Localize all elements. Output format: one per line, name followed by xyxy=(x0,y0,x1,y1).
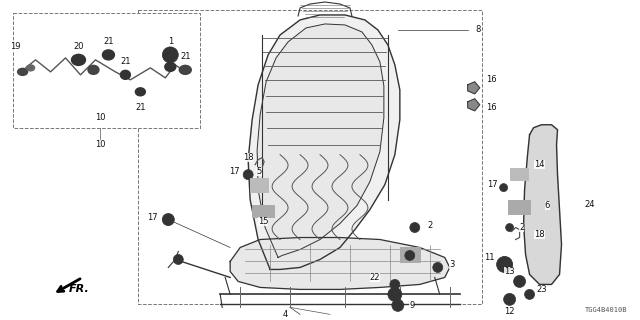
Bar xyxy=(250,178,268,192)
Circle shape xyxy=(243,170,253,180)
Circle shape xyxy=(166,51,174,59)
Circle shape xyxy=(388,287,402,301)
Text: 5: 5 xyxy=(257,167,262,176)
Circle shape xyxy=(163,47,179,63)
Bar xyxy=(13,13,200,128)
Ellipse shape xyxy=(120,70,131,79)
Circle shape xyxy=(504,293,516,305)
Text: 22: 22 xyxy=(370,273,380,282)
Bar xyxy=(138,10,482,304)
Ellipse shape xyxy=(88,65,99,74)
Circle shape xyxy=(516,278,523,284)
Text: 21: 21 xyxy=(120,57,131,66)
Text: 18: 18 xyxy=(534,230,545,239)
Text: 9: 9 xyxy=(409,301,415,310)
Text: 16: 16 xyxy=(486,75,497,84)
Text: 4: 4 xyxy=(282,310,288,319)
Text: 21: 21 xyxy=(180,52,191,61)
Text: 10: 10 xyxy=(95,140,106,149)
Text: 17: 17 xyxy=(487,180,498,189)
Text: 6: 6 xyxy=(545,201,550,210)
Circle shape xyxy=(506,224,514,232)
Ellipse shape xyxy=(27,65,35,71)
Text: FR.: FR. xyxy=(68,284,89,294)
Text: 19: 19 xyxy=(10,43,21,52)
Polygon shape xyxy=(524,125,561,284)
Polygon shape xyxy=(248,15,400,269)
Polygon shape xyxy=(468,99,479,111)
Text: 20: 20 xyxy=(73,43,84,52)
Text: 17: 17 xyxy=(229,167,239,176)
Polygon shape xyxy=(230,237,450,289)
Text: TGG4B4010B: TGG4B4010B xyxy=(585,308,627,313)
Circle shape xyxy=(173,254,183,264)
Bar xyxy=(400,247,420,262)
Text: 8: 8 xyxy=(475,25,481,35)
Text: 1: 1 xyxy=(168,37,173,46)
Circle shape xyxy=(410,222,420,233)
Circle shape xyxy=(500,260,509,268)
Text: 2: 2 xyxy=(427,221,433,230)
Ellipse shape xyxy=(102,50,115,60)
Circle shape xyxy=(525,289,534,300)
Ellipse shape xyxy=(165,62,176,71)
FancyArrowPatch shape xyxy=(473,87,476,92)
Text: 18: 18 xyxy=(243,153,253,162)
Bar xyxy=(509,168,527,180)
Bar xyxy=(508,200,529,213)
Ellipse shape xyxy=(179,65,191,74)
Text: 2: 2 xyxy=(519,223,524,232)
Circle shape xyxy=(392,300,404,311)
Text: 10: 10 xyxy=(95,113,106,122)
Circle shape xyxy=(433,262,443,272)
Text: 15: 15 xyxy=(258,217,268,226)
Text: 3: 3 xyxy=(449,260,454,269)
Text: 16: 16 xyxy=(486,103,497,112)
Bar xyxy=(252,204,274,217)
Polygon shape xyxy=(468,82,479,94)
Text: 24: 24 xyxy=(584,200,595,209)
Text: 13: 13 xyxy=(504,267,515,276)
Ellipse shape xyxy=(72,54,86,65)
Circle shape xyxy=(500,184,508,192)
Text: 11: 11 xyxy=(484,253,495,262)
Text: 17: 17 xyxy=(147,213,157,222)
Text: 14: 14 xyxy=(534,160,545,169)
Circle shape xyxy=(405,251,415,260)
Circle shape xyxy=(497,256,513,272)
Text: 21: 21 xyxy=(135,103,146,112)
Circle shape xyxy=(163,213,174,226)
Text: 12: 12 xyxy=(504,307,515,316)
Ellipse shape xyxy=(136,88,145,96)
Polygon shape xyxy=(257,24,384,258)
Text: 23: 23 xyxy=(536,285,547,294)
Text: 21: 21 xyxy=(103,37,114,46)
Ellipse shape xyxy=(18,68,28,75)
Circle shape xyxy=(390,279,400,289)
Circle shape xyxy=(514,276,525,287)
